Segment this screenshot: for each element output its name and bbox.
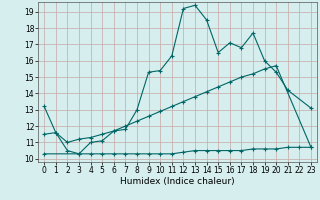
X-axis label: Humidex (Indice chaleur): Humidex (Indice chaleur) [120,177,235,186]
